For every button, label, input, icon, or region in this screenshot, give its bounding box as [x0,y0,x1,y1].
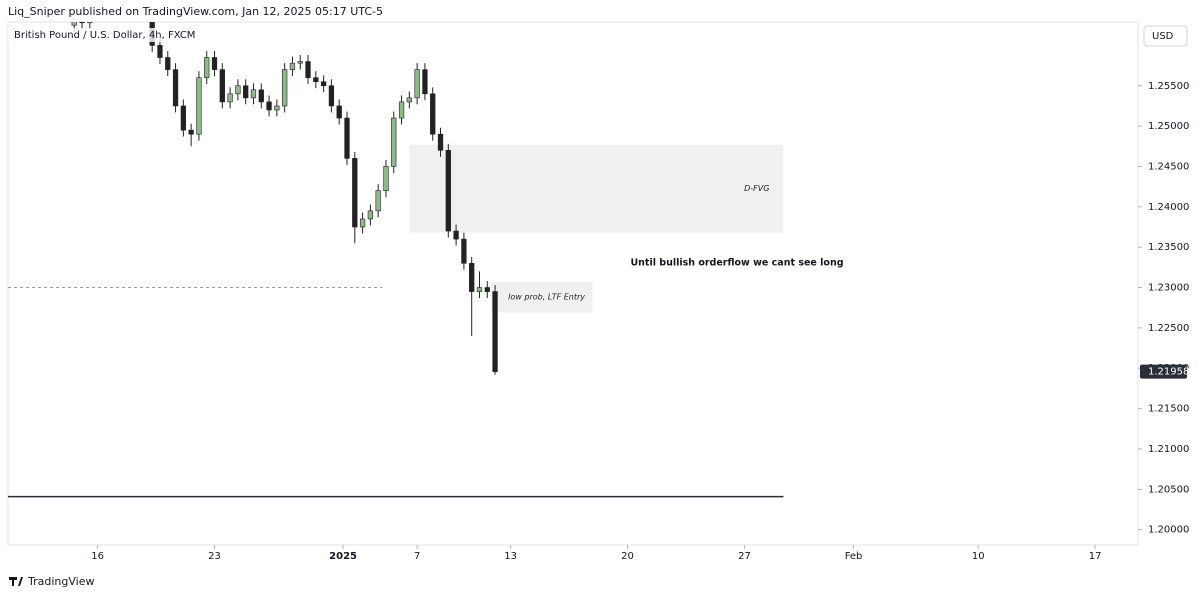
candle-body [352,158,358,228]
zone [491,281,593,313]
y-tick-label: 1.24500 [1148,161,1189,172]
candle-body [320,81,327,87]
candle-body [274,105,280,111]
x-tick-label: Feb [845,551,863,562]
candle-body [422,69,428,95]
candle-body [383,166,389,191]
note: Until bullish orderflow we cant see long [630,258,843,269]
x-tick-label: 13 [504,551,517,562]
x-tick-label: 20 [621,551,634,562]
candle-body [492,291,498,372]
candle-body [328,85,335,107]
brand: TradingView [27,575,94,588]
candle-body [430,93,436,135]
candle-body [437,133,444,151]
y-tick-label: 1.21000 [1148,444,1189,455]
brand-logo [9,577,23,586]
candle-body [172,69,179,107]
candle-body [165,57,171,70]
candle-body [243,85,249,99]
zone [409,144,784,233]
currency-button[interactable] [1143,25,1188,47]
x-tick-label: 2025 [329,551,357,562]
candle-body [375,190,381,212]
candle-body [79,22,85,24]
candle-body [359,218,366,228]
candle-body [211,57,218,70]
candle-body [180,105,186,131]
y-tick-label: 1.20000 [1148,525,1189,536]
x-tick-label: 17 [1089,551,1102,562]
candle-body [235,85,241,95]
y-tick-label: 1.23500 [1148,242,1189,253]
candle-body [461,238,467,264]
candle-body [453,230,459,240]
candle-body [313,77,319,83]
candle-body [336,105,342,119]
candle-body [219,69,225,103]
candle-body [266,101,272,111]
candle-body [188,129,194,135]
y-tick-label: 1.25500 [1148,81,1189,92]
y-tick-label: 1.24000 [1148,202,1189,213]
candle-body [258,89,264,103]
candle-body [119,0,124,1]
zone-label: low prob, LTF Entry [508,293,585,302]
candle-body [297,61,303,64]
candle-body [469,263,475,292]
x-tick-label: 10 [972,551,985,562]
candle-body [305,61,311,78]
x-tick-label: 23 [208,551,221,562]
y-tick-label: 1.22500 [1148,323,1189,334]
candle-body [414,69,420,99]
candle-body [250,89,257,99]
x-tick-label: 7 [414,551,420,562]
y-tick-label: 1.20500 [1148,484,1189,495]
candle-body [87,22,93,24]
x-tick-label: 16 [91,551,104,562]
candle-body [344,117,350,159]
candle-body [111,0,116,1]
candle-body [391,117,397,167]
y-tick-label: 1.23000 [1148,283,1189,294]
last-price: 1.21958 [1148,367,1189,378]
y-tick-label: 1.25000 [1148,121,1189,132]
candle-body [196,77,202,135]
candle-body [398,101,405,119]
last-price-tag [1140,364,1187,379]
x-tick-label: 27 [738,551,751,562]
candle-body [484,287,490,292]
candle-body [71,22,77,26]
y-tick-label: 1.21500 [1148,404,1189,415]
symbol-bg [8,28,180,42]
candle-body [227,93,233,103]
zone-label: D-FVG [744,184,769,193]
candle-body [282,69,288,107]
candle-body [204,57,210,78]
symbol-title: British Pound / U.S. Dollar, 4h, FXCM [14,30,195,41]
candle-body [476,287,483,292]
currency: USD [1152,31,1174,42]
candle-body [406,97,412,103]
candle-body [367,210,374,220]
candle-body [289,62,296,70]
publisher: Liq_Sniper published on TradingView.com,… [8,5,383,18]
plot [8,0,784,498]
candle-body [445,150,451,232]
candle-body [157,45,163,58]
